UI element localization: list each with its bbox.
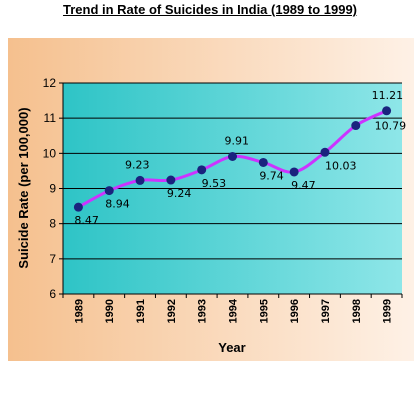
data-label: 8.94 <box>105 198 129 211</box>
data-point <box>197 165 207 175</box>
data-point <box>320 147 330 157</box>
data-label: 9.53 <box>202 177 227 190</box>
x-tick-label: 1993 <box>197 299 209 323</box>
data-point <box>135 175 145 185</box>
x-tick-label: 1996 <box>289 299 301 323</box>
data-point <box>104 186 114 196</box>
x-axis-ticks: 1989 1990 1991 1992 1993 1994 1995 1996 1997 1998… <box>73 298 393 323</box>
data-labels: 8.47 8.94 9.23 9.24 9.53 9.91 9.74 9.47 10.03 10.… <box>74 89 406 227</box>
y-tick-label: 11 <box>44 111 57 125</box>
y-axis-ticks: 6 7 8 9 10 11 12 <box>43 76 57 301</box>
data-label: 9.47 <box>291 179 316 192</box>
x-tick-label: 1997 <box>320 299 332 323</box>
data-label: 9.23 <box>125 158 150 171</box>
data-label: 10.79 <box>375 120 407 133</box>
x-tick-label: 1991 <box>135 299 147 323</box>
y-tick-label: 10 <box>43 146 57 160</box>
x-tick-label: 1999 <box>382 299 394 323</box>
x-tick-label: 1998 <box>351 299 363 323</box>
data-point <box>289 167 299 177</box>
data-point <box>351 121 361 131</box>
y-tick-label: 8 <box>49 217 56 231</box>
x-tick-label: 1990 <box>104 299 116 323</box>
data-markers <box>73 106 392 212</box>
data-point <box>382 106 392 116</box>
y-tick-label: 12 <box>43 76 57 90</box>
data-label: 9.24 <box>167 187 192 200</box>
x-axis-label: Year <box>218 340 245 355</box>
data-label: 10.03 <box>325 159 357 172</box>
y-tick-label: 7 <box>49 252 56 266</box>
data-label: 9.74 <box>259 169 284 182</box>
x-tick-label: 1992 <box>166 299 178 323</box>
data-point <box>228 151 237 161</box>
data-point <box>166 175 176 185</box>
gridlines <box>59 82 403 298</box>
data-label: 8.47 <box>74 214 99 227</box>
data-point <box>73 202 83 212</box>
y-tick-label: 9 <box>49 182 56 196</box>
data-label: 9.91 <box>225 134 250 147</box>
x-tick-label: 1989 <box>73 299 85 323</box>
data-label: 11.21 <box>372 89 404 102</box>
chart-title: Trend in Rate of Suicides in India (1989… <box>62 2 358 17</box>
data-point <box>258 157 268 167</box>
y-tick-label: 6 <box>49 287 56 301</box>
y-axis-label: Suicide Rate (per 100,000) <box>16 107 31 268</box>
x-tick-label: 1994 <box>228 298 240 323</box>
x-tick-label: 1995 <box>258 299 270 323</box>
